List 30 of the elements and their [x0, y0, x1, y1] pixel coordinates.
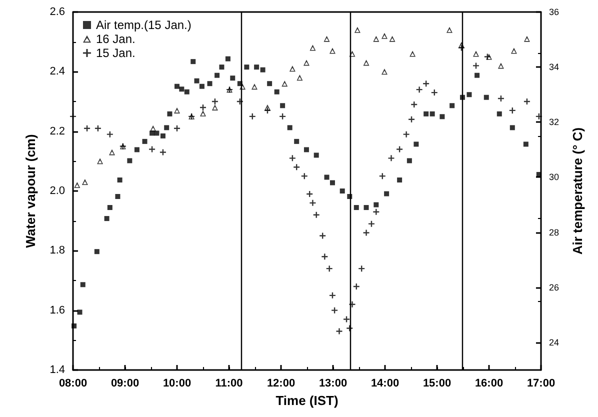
x-tick-label: 11:00: [215, 378, 243, 390]
x-tick-label: 10:00: [162, 378, 192, 390]
y-tick-label: 2.6: [50, 6, 65, 18]
y2-tick-label: 36: [549, 7, 560, 17]
legend-label: 15 Jan.: [96, 46, 136, 60]
x-tick-label: 17:00: [526, 378, 556, 390]
y2-tick-label: 34: [549, 62, 560, 72]
x-tick-label: 16:00: [474, 378, 504, 390]
y2-tick-label: 32: [549, 117, 560, 128]
x-tick-label: 15:00: [422, 378, 452, 390]
y-tick-label: 2.2: [50, 125, 65, 138]
y2-tick-label: 30: [549, 172, 560, 182]
x-tick-label: 13:00: [318, 378, 348, 390]
x-tick-label: 09:00: [110, 378, 140, 390]
x-axis-title: Time (IST): [276, 393, 338, 408]
legend-label: Air temp.(15 Jan.): [96, 18, 192, 32]
x-tick-label: 12:00: [266, 378, 296, 390]
y2-tick-label: 24: [549, 337, 560, 348]
legend-label: 16 Jan.: [96, 32, 136, 46]
y-axis-title: Water vapour (cm): [23, 134, 38, 248]
y2-tick-label: 28: [549, 227, 560, 238]
y-tick-label: 2.4: [50, 66, 65, 78]
y-tick-label: 1.8: [50, 244, 65, 257]
y-tick-label: 1.4: [50, 364, 65, 376]
y2-tick-label: 26: [549, 282, 560, 292]
y2-axis-title: Air temperature (° C): [570, 127, 585, 255]
x-tick-label: 14:00: [370, 378, 400, 390]
y-tick-label: 2.0: [50, 185, 65, 197]
x-tick-label: 08:00: [58, 378, 88, 390]
y-tick-label: 1.6: [50, 304, 65, 316]
